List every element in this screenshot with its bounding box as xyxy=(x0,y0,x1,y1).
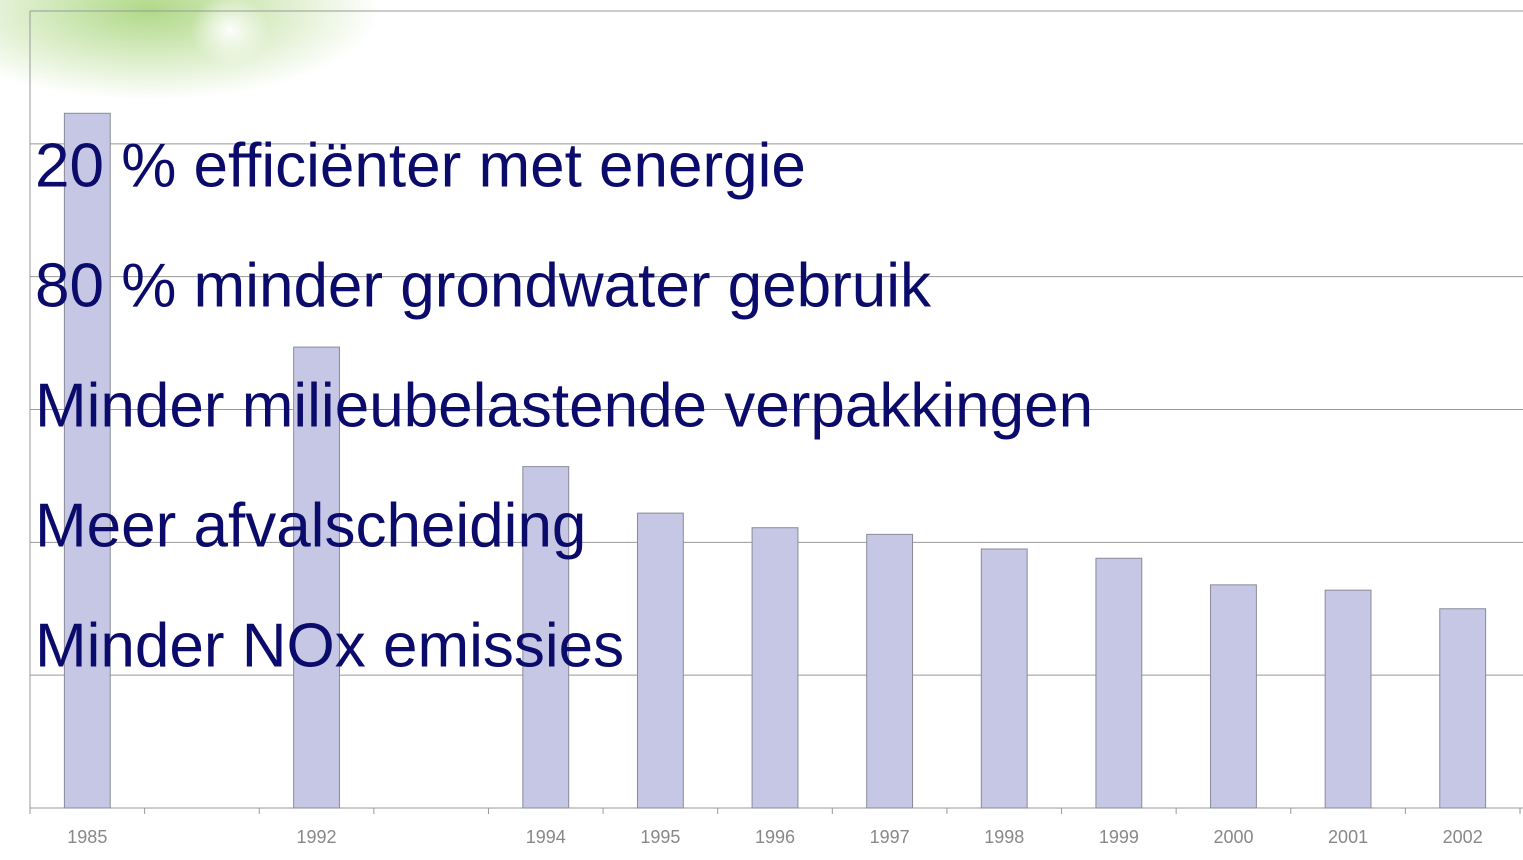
x-tick-label: 1985 xyxy=(67,827,107,847)
x-tick-label: 1998 xyxy=(984,827,1024,847)
decoration xyxy=(0,0,380,100)
bar xyxy=(1440,609,1486,808)
bar xyxy=(752,528,798,808)
bullet-text: Minder milieubelastende verpakkingen xyxy=(35,371,1093,440)
bullet-text: 80 % minder grondwater gebruik xyxy=(35,251,932,320)
x-tick-label: 2000 xyxy=(1213,827,1253,847)
x-tick-label: 1992 xyxy=(297,827,337,847)
bar xyxy=(1211,585,1257,808)
bullet-text: 20 % efficiënter met energie xyxy=(35,131,806,200)
bar xyxy=(637,513,683,808)
bullet-text: Minder NOx emissies xyxy=(35,611,624,680)
x-tick-label: 1995 xyxy=(640,827,680,847)
bar xyxy=(981,549,1027,808)
bar xyxy=(1096,558,1142,808)
slide: 1985 1992 1994 1995 1996 1997 1998 1999 2000 2001… xyxy=(0,0,1523,860)
bullet-text: Meer afvalscheiding xyxy=(35,491,586,560)
x-tick-label: 1999 xyxy=(1099,827,1139,847)
bar xyxy=(867,534,913,808)
bar xyxy=(64,113,110,808)
bar xyxy=(1325,590,1371,808)
x-tick-label: 2001 xyxy=(1328,827,1368,847)
x-tick-label: 2002 xyxy=(1443,827,1483,847)
x-tick-label: 1996 xyxy=(755,827,795,847)
x-tick-label: 1994 xyxy=(526,827,566,847)
x-tick-label: 1997 xyxy=(870,827,910,847)
